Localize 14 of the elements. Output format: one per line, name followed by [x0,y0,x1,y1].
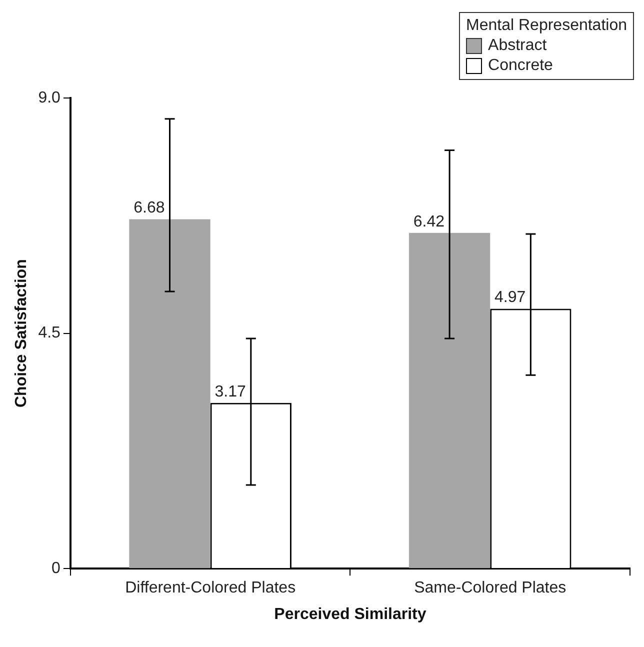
data-label: 3.17 [214,383,246,400]
legend-title: Mental Representation [466,16,627,36]
x-tick-label: Same-Colored Plates [414,580,566,597]
data-label: 4.97 [494,289,526,306]
y-tick-label: 4.5 [38,324,61,342]
data-label: 6.68 [134,200,165,217]
data-label: 6.42 [413,213,445,230]
y-axis-title: Choice Satisfaction [13,259,30,408]
x-tick-label: Different-Colored Plates [125,580,296,597]
y-tick-label: 0 [52,560,61,578]
x-axis-title: Perceived Similarity [274,606,426,623]
y-tick-label: 9.0 [38,89,61,106]
legend-label: Abstract [488,36,547,56]
legend-label: Concrete [488,56,553,76]
